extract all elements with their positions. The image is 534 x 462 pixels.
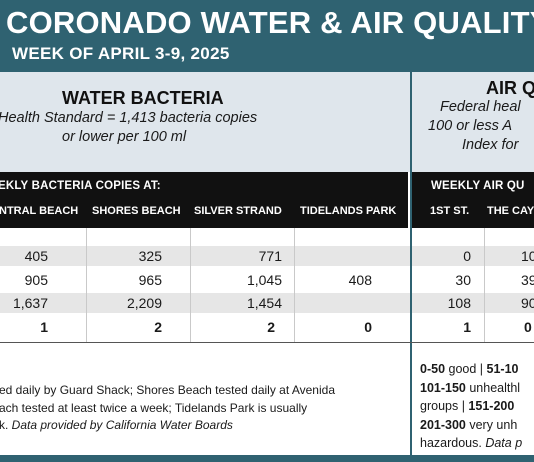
cell-tidelands-r4: 0 (364, 319, 372, 335)
water-standard-line2: or lower per 100 ml (62, 129, 187, 145)
column-divider (484, 228, 485, 342)
cell-central-r3: 1,637 (12, 295, 48, 311)
cell-1st-r3: 108 (447, 295, 471, 311)
aqi-scale-line5: hazardous. Data p (420, 436, 523, 450)
standards-panel (0, 72, 534, 172)
page-title: CORONADO WATER & AIR QUALITY R (6, 5, 534, 40)
cell-tidelands-r2: 408 (348, 272, 372, 288)
table-row (0, 293, 534, 313)
aqi-scale-line2: 101-150 unhealthl (420, 381, 521, 395)
cell-cays-r4: 0 (524, 319, 532, 335)
col-1st-st: 1ST ST. (430, 205, 470, 217)
column-divider (294, 228, 295, 342)
aqi-scale-line4: 201-300 very unh (420, 418, 518, 432)
col-central-beach: NTRAL BEACH (0, 205, 79, 217)
cell-silver-r4: 2 (267, 319, 275, 335)
water-standard-line1: Health Standard = 1,413 bacteria copies (0, 110, 258, 126)
cell-central-r1: 405 (24, 248, 48, 264)
cell-1st-r1: 0 (463, 248, 471, 264)
cell-central-r2: 905 (24, 272, 48, 288)
cell-shores-r2: 965 (138, 272, 162, 288)
col-silver-strand: SILVER STRAND (194, 205, 282, 217)
cell-silver-r1: 771 (258, 248, 282, 264)
table-header-bar (0, 172, 534, 228)
air-section-title: AIR Q (486, 78, 534, 98)
week-subtitle: WEEK OF APRIL 3-9, 2025 (12, 44, 230, 63)
water-note-line2: ach tested at least twice a week; Tidela… (0, 401, 308, 415)
cell-central-r4: 1 (40, 319, 48, 335)
column-divider (86, 228, 87, 342)
column-divider (190, 228, 191, 342)
section-divider (410, 72, 412, 462)
col-the-cays: THE CAY (487, 205, 534, 217)
water-note-line3: k. Data provided by California Water Boa… (0, 418, 233, 432)
header-banner: CORONADO WATER & AIR QUALITY R WEEK OF A… (0, 0, 534, 72)
air-bar-label: WEEKLY AIR QU (431, 180, 525, 192)
bottom-strip (0, 455, 534, 462)
cell-cays-r2: 39 (521, 272, 534, 288)
cell-silver-r3: 1,454 (246, 295, 282, 311)
table-row (0, 246, 534, 266)
cell-1st-r2: 30 (455, 272, 471, 288)
table-bottom-rule (0, 342, 534, 343)
water-bar-label: EKLY BACTERIA COPIES AT: (0, 180, 161, 192)
air-standard-line1: Federal heal (440, 99, 521, 115)
aqi-scale-line3: groups | 151-200 (420, 399, 515, 413)
cell-1st-r4: 1 (463, 319, 471, 335)
cell-shores-r4: 2 (154, 319, 162, 335)
cell-shores-r1: 325 (138, 248, 162, 264)
col-tidelands-park: TIDELANDS PARK (300, 205, 397, 217)
air-standard-line2: 100 or less A (428, 118, 513, 134)
air-standard-line3: Index for (462, 137, 519, 153)
col-shores-beach: SHORES BEACH (92, 205, 181, 217)
aqi-scale-line1: 0-50 good | 51-10 (420, 362, 519, 376)
cell-silver-r2: 1,045 (246, 272, 282, 288)
cell-shores-r3: 2,209 (126, 295, 162, 311)
cell-cays-r3: 90 (521, 295, 534, 311)
cell-cays-r1: 10 (521, 248, 534, 264)
water-note-line1: ed daily by Guard Shack; Shores Beach te… (0, 383, 335, 397)
water-section-title: WATER BACTERIA (62, 88, 224, 108)
